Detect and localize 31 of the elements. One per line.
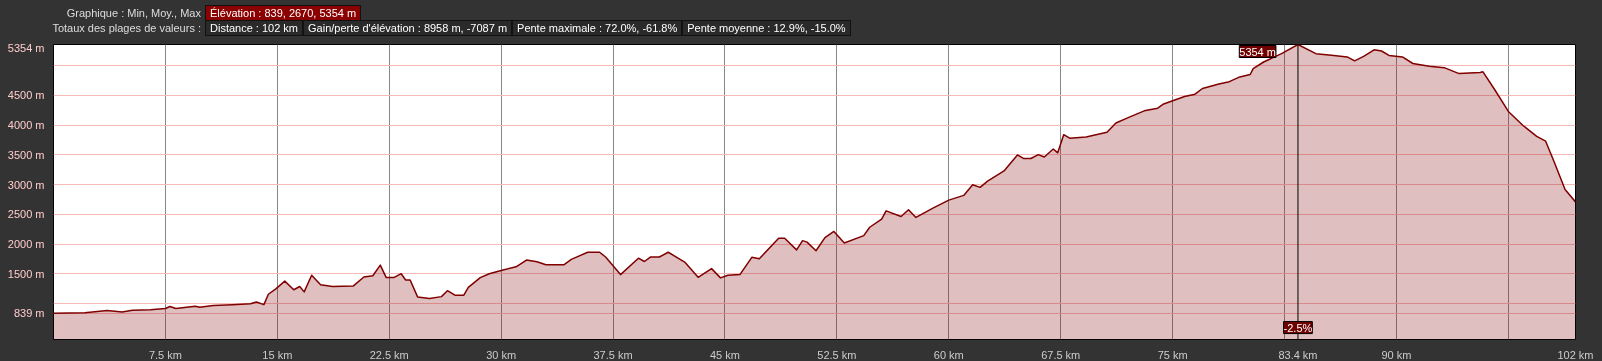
y-tick-label: 2000 m [7,238,45,251]
x-tick-label: 30 km [486,348,517,361]
text: Totaux des plages de valeurs : [51,21,202,35]
text: Élévation : 839, 2670, 5354 m [205,5,362,21]
text: Gain/perte d'élévation : 8958 m, -7087 m [303,20,513,36]
y-tick-label: 4500 m [7,89,45,102]
x-tick-label: 75 km [1157,348,1188,361]
x-tick-label: 15 km [262,348,293,361]
text: Distance : 102 km [205,20,304,36]
x-tick-label: 22.5 km [369,348,409,361]
x-tick-label: 52.5 km [817,348,857,361]
annotation: 5354 m [1239,45,1276,58]
annotation: -2.5% [1283,321,1313,334]
y-tick-label: 4000 m [7,119,45,132]
y-tick-label: 3500 m [7,148,45,161]
x-tick-label: 102 km [1557,348,1594,361]
x-tick-label: 60 km [933,348,964,361]
x-tick-label: 37.5 km [593,348,633,361]
text: Graphique : Min, Moy., Max [65,6,202,20]
y-tick-label: 5354 m [7,41,45,54]
y-tick-label: 3000 m [7,178,45,191]
ref-line-label: 83.4 km [1278,348,1318,361]
y-tick-label: 1500 m [7,268,45,280]
x-tick-label: 67.5 km [1041,348,1081,361]
x-tick-label: 7.5 km [148,348,182,361]
y-tick-label: 839 m [13,307,45,320]
x-tick-label: 90 km [1381,348,1412,361]
x-tick-label: 45 km [709,348,740,361]
y-tick-label: 2500 m [7,208,45,221]
text: Pente maximale : 72.0%, -61.8% [512,20,683,36]
text: Pente moyenne : 12.9%, -15.0% [682,20,851,36]
